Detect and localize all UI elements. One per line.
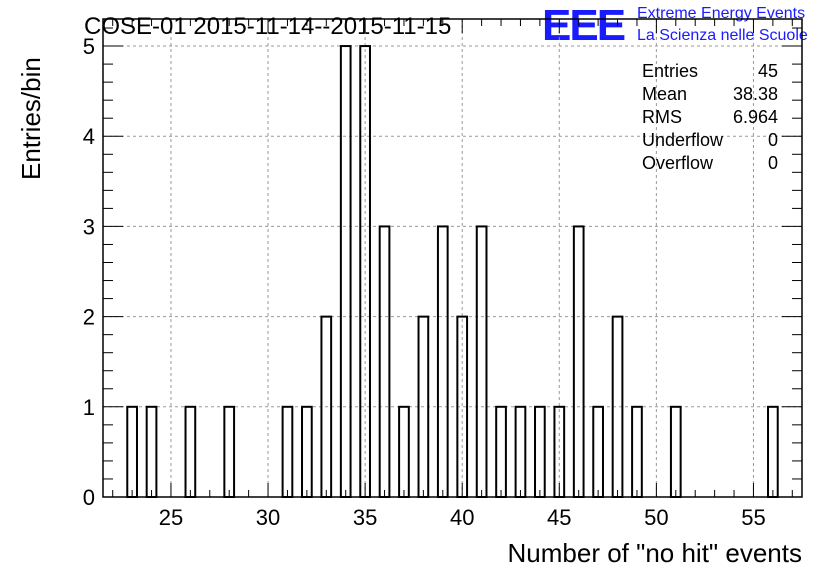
x-tick-label: 55 xyxy=(741,505,765,530)
stat-value: 6.964 xyxy=(733,107,778,127)
histogram-bar xyxy=(126,405,138,498)
stat-value: 45 xyxy=(758,61,778,81)
histogram-bar xyxy=(669,405,682,498)
logo-mark: EEE xyxy=(542,1,625,50)
y-axis-title: Entries/bin xyxy=(16,57,46,180)
histogram-bar xyxy=(475,225,488,498)
histogram-bar xyxy=(534,405,546,498)
stat-label: Entries xyxy=(642,61,698,81)
x-tick-label: 35 xyxy=(353,505,377,530)
plot-frame xyxy=(102,18,803,498)
x-tick-label: 25 xyxy=(159,505,183,530)
y-tick-label: 3 xyxy=(83,214,95,239)
histogram-bar xyxy=(223,405,236,498)
histogram-bar xyxy=(631,405,643,498)
histogram-bar xyxy=(398,405,410,498)
stat-label: Underflow xyxy=(642,130,724,150)
logo-line-2: La Scienza nelle Scuole xyxy=(637,27,808,44)
x-axis-title: Number of "no hit" events xyxy=(508,538,803,568)
x-tick-label: 50 xyxy=(644,505,668,530)
y-tick-label: 2 xyxy=(83,305,95,330)
stat-label: Overflow xyxy=(642,153,714,173)
histogram-bar xyxy=(514,405,527,498)
histogram-bar xyxy=(767,405,779,498)
histogram-bar xyxy=(495,405,507,498)
stat-value: 0 xyxy=(768,130,778,150)
histogram-bar xyxy=(301,405,313,498)
y-tick-label: 5 xyxy=(83,34,95,59)
stat-label: Mean xyxy=(642,84,687,104)
stat-label: RMS xyxy=(642,107,682,127)
x-tick-label: 40 xyxy=(450,505,474,530)
logo-line-1: Extreme Energy Events xyxy=(637,5,805,22)
grid-lines xyxy=(103,19,802,497)
stat-value: 0 xyxy=(768,153,778,173)
eee-logo: EEE Extreme Energy Events La Scienza nel… xyxy=(542,1,808,50)
histogram-bar xyxy=(592,405,604,498)
histogram-bar xyxy=(378,225,391,498)
histogram-bar xyxy=(184,405,197,498)
x-tick-label: 45 xyxy=(547,505,571,530)
stats-box: Entries 45 Mean 38.38 RMS 6.964 Underflow 0 Over… xyxy=(642,61,778,173)
x-tick-label: 30 xyxy=(256,505,280,530)
y-tick-label: 1 xyxy=(83,395,95,420)
histogram-bar xyxy=(572,225,585,498)
stat-value: 38.38 xyxy=(733,84,778,104)
y-tick-label: 0 xyxy=(83,485,95,510)
histogram-bar xyxy=(145,405,158,498)
y-tick-label: 4 xyxy=(83,124,95,149)
histogram-bar xyxy=(339,45,352,498)
histogram-bar xyxy=(281,405,294,498)
histogram-bar xyxy=(436,225,449,498)
axes xyxy=(102,18,803,498)
